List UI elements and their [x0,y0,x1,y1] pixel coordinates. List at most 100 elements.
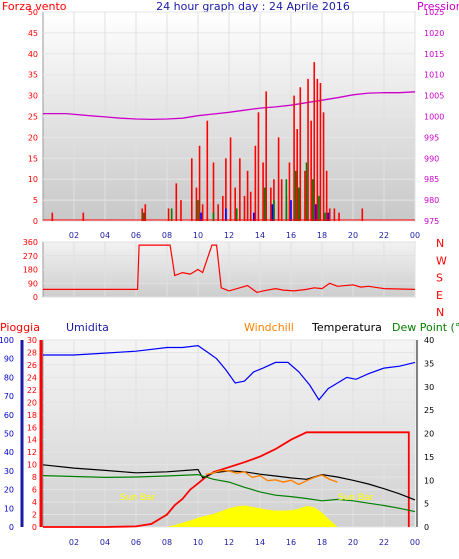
temperature-tick-label: 15 [424,453,434,462]
chart-title: 24 hour graph day : 24 Aprile 2016 [156,0,350,13]
rain-line [43,431,410,528]
humidity-tick-label: 100 [0,336,14,345]
rain-tick-label: 4 [32,498,37,507]
hour-tick-label: 04 [100,231,110,240]
hour-tick-label-bottom: 10 [193,538,203,547]
hour-tick-label-bottom: 06 [131,538,141,547]
pressure-tick-label: 990 [424,154,439,163]
humidity-tick-label: 90 [4,355,14,364]
pressure-tick-label: 1015 [424,50,444,59]
wind-tick-label: 40 [28,50,38,59]
compass-label: N [436,237,444,250]
pressure-axis-title: Pressione [417,0,459,13]
humidity-tick-label: 50 [4,430,14,439]
temperature-tick-label: 0 [424,523,429,532]
temperature-tick-label: 30 [424,383,434,392]
humidity-tick-label: 30 [4,467,14,476]
humidity-tick-label: 70 [4,392,14,401]
pressure-line [43,91,416,121]
pressure-tick-label: 980 [424,196,439,205]
dewpoint-line [42,473,416,513]
hour-tick-label-bottom: 18 [317,538,327,547]
humidity-tick-label: 0 [9,523,14,532]
rain-tick-label: 14 [27,436,37,445]
rain-tick-label: 18 [27,411,37,420]
temperature-tick-label: 10 [424,476,434,485]
direction-tick-label: 0 [33,293,38,302]
hour-tick-label: 22 [379,231,389,240]
rain-tick-label: 16 [27,423,37,432]
sun-bar-label-2: Sun Bar [338,493,374,503]
compass-label: S [436,272,443,285]
hour-tick-label: 14 [255,231,265,240]
wind-tick-label: 25 [28,113,38,122]
windchill-legend: Windchill [244,321,294,334]
rain-tick-label: 20 [27,398,37,407]
pressure-tick-label: 1020 [424,29,444,38]
hour-tick-label: 00 [410,231,420,240]
rain-tick-label: 8 [32,473,37,482]
hour-tick-label: 08 [162,231,172,240]
wind-tick-label: 15 [28,154,38,163]
humidity-tick-label: 20 [4,486,14,495]
wind-tick-label: 45 [28,29,38,38]
rain-tick-label: 12 [27,448,37,457]
hour-tick-label-bottom: 04 [100,538,110,547]
pressure-tick-label: 995 [424,133,439,142]
hour-tick-label: 20 [348,231,358,240]
hour-tick-label-bottom: 12 [224,538,234,547]
hour-tick-label-bottom: 20 [348,538,358,547]
rain-tick-label: 22 [27,386,37,395]
windchill-line [205,469,338,486]
pressure-tick-label: 1000 [424,113,444,122]
rain-tick-label: 0 [32,523,37,532]
dewpoint-legend: Dew Point (°C [392,321,459,334]
hour-tick-label: 18 [317,231,327,240]
rain-tick-label: 30 [27,336,37,345]
hour-tick-label-bottom: 08 [162,538,172,547]
hour-tick-label-bottom: 22 [379,538,389,547]
temperature-legend: Temperatura [311,321,382,334]
rain-tick-label: 26 [27,361,37,370]
wind-tick-label: 10 [28,175,38,184]
rain-tick-label: 28 [27,348,37,357]
hour-tick-label: 12 [224,231,234,240]
compass-label: E [436,289,443,302]
wind-tick-label: 20 [28,133,38,142]
temperature-tick-label: 35 [424,359,434,368]
pressure-tick-label: 1025 [424,8,444,17]
data-series [42,62,416,528]
rain-tick-label: 2 [32,511,37,520]
direction-tick-label: 180 [23,266,38,275]
wind-tick-label: 35 [28,71,38,80]
hour-tick-label: 02 [69,231,79,240]
rain-tick-label: 6 [32,486,37,495]
humidity-tick-label: 80 [4,373,14,382]
wind-tick-label: 30 [28,92,38,101]
grid-lines [43,11,416,528]
wind-tick-label: 50 [28,8,38,17]
pressure-tick-label: 975 [424,217,439,226]
hour-tick-label-bottom: 00 [410,538,420,547]
compass-label: W [436,254,447,267]
direction-line [43,244,416,294]
temperature-tick-label: 5 [424,500,429,509]
humidity-axis-title: Umidita [66,321,109,334]
temperature-tick-label: 40 [424,336,434,345]
hour-tick-label-bottom: 14 [255,538,265,547]
humidity-tick-label: 40 [4,448,14,457]
temperature-line [42,464,416,501]
compass-label: N [436,306,444,319]
humidity-tick-label: 60 [4,411,14,420]
humidity-line [43,344,416,401]
rain-tick-label: 10 [27,461,37,470]
pressure-tick-label: 1005 [424,92,444,101]
hour-tick-label: 16 [286,231,296,240]
hour-tick-label-bottom: 02 [69,538,79,547]
wind-axis-title: Forza vento [2,0,67,13]
direction-tick-label: 360 [23,238,38,247]
pressure-tick-label: 1010 [424,71,444,80]
humidity-tick-label: 10 [4,504,14,513]
